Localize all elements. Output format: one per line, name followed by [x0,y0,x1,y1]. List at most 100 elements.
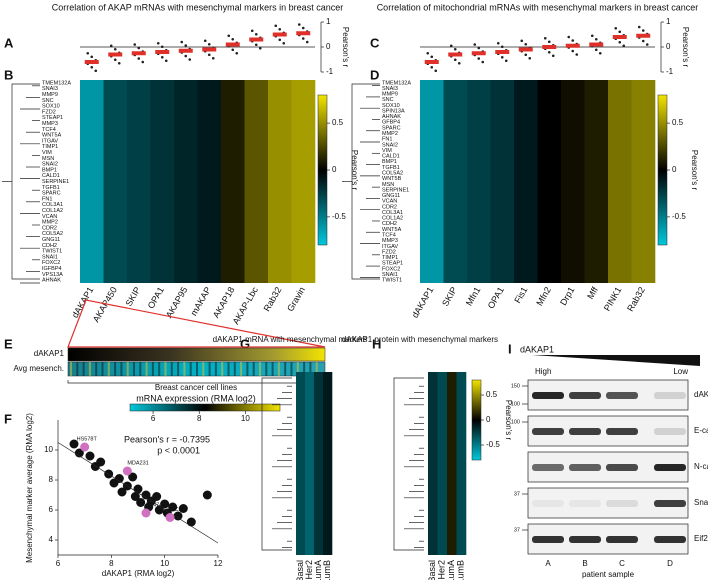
point-label: BT474 [146,502,162,508]
row-label: IGFBP4 [42,266,62,272]
dot [254,43,258,47]
dot [160,45,164,49]
dot [137,46,141,50]
row-label: MSN [382,182,394,188]
row-label: VCAN [42,214,57,220]
point [136,498,146,507]
expression-cell [214,362,217,376]
dot [504,59,508,63]
row-label: MMP2 [42,220,58,226]
mean-bar [296,31,311,36]
dot [590,34,594,38]
row-label: CDH2 [382,221,397,227]
dot [496,41,500,45]
expression-cell [202,362,205,376]
expression-cell [101,362,104,376]
expression-cell [246,362,249,376]
band [606,392,638,399]
expression-cell [133,362,135,376]
row-label: ITGAV [42,138,58,144]
expression-cell [315,362,318,376]
expression-cell [88,362,91,376]
row-label: FZD2 [382,249,396,255]
dot [231,48,235,52]
band [532,536,564,543]
x-tick-label: 12 [214,559,223,568]
dot [207,53,211,57]
expression-cell [208,362,211,376]
point [74,448,84,458]
dot [86,51,90,55]
dot [551,54,555,58]
x-tick-label: 10 [160,559,169,568]
expression-cell [120,362,123,376]
y-tick-label: 1 [666,17,671,26]
dot [297,23,301,26]
dot [301,26,305,30]
row-label: BMP1 [42,167,57,173]
row-label: CALD1 [382,154,400,160]
row-label: SNAI2 [42,162,58,168]
dot [575,53,579,56]
point [85,451,95,461]
expression-cell [139,362,142,376]
dot [449,44,453,48]
column-label: mAKAP [189,285,213,317]
colorbar-tick-label: 0.5 [332,118,344,127]
heatmap-column [608,80,632,283]
dot [641,29,645,32]
point [69,439,79,449]
dot [598,51,602,55]
mean-bar [155,50,170,54]
point [117,487,127,497]
colorbar-tick-label: -0.5 [486,440,500,449]
axis-label: Mesenchymal marker average (RMA log2) [25,413,34,563]
colorbar [657,94,668,246]
band [569,536,601,543]
point [178,504,188,513]
blot-label: Eif2α [694,534,708,543]
marker-label: 37 [514,527,520,533]
row-label: TWIST1 [42,249,62,255]
blot-label: E-cadherin [694,426,708,435]
lane-label: B [582,559,587,568]
row-label: SNC [382,97,394,103]
heatmap-column [244,80,269,283]
dot [203,39,207,43]
row-label: CDH2 [42,243,57,249]
point [128,472,138,482]
lane-label: C [619,559,625,568]
column-label: Gravin [285,285,307,313]
point [141,490,151,500]
point-highlight [80,442,90,452]
dot [637,25,641,29]
expression-cell [170,362,173,376]
dot [164,59,168,63]
column-label: Fis1 [512,285,529,305]
expression-cell [221,362,224,376]
band [532,464,564,471]
gradient-wedge [532,355,700,366]
point [202,490,212,500]
dot [594,37,598,41]
dot [90,65,94,69]
point [152,492,162,501]
heatmap-column [514,80,538,283]
expression-cell [70,362,72,376]
heatmap-column [420,80,444,283]
heatmap-column [537,80,562,283]
colorbar-tick-label: -0.5 [332,212,346,221]
dot [477,57,481,60]
row-label: COL5A2 [382,170,403,176]
dot [184,44,188,47]
band [606,536,638,543]
dot [227,34,231,38]
dot [94,69,98,73]
mean-bar [178,48,193,53]
column-label: dAKAP1 [70,285,96,319]
x-tick-label: 8 [109,559,114,568]
band [569,392,601,399]
row-label: WNT5B [382,176,402,182]
dot [301,37,305,40]
dot [457,61,461,65]
